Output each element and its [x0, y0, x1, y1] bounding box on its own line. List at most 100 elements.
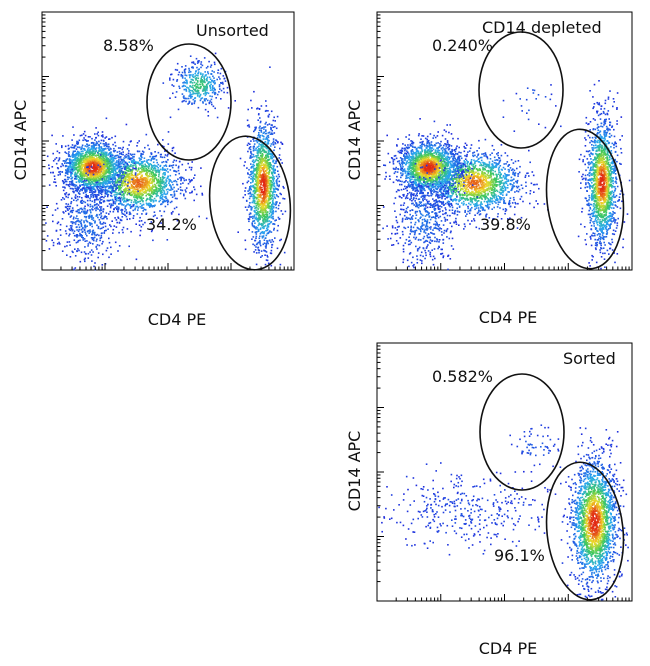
event-dot: [86, 240, 88, 242]
event-dot: [86, 171, 89, 173]
event-dot: [210, 81, 212, 84]
event-dot: [64, 206, 67, 208]
event-dot: [111, 195, 113, 198]
event-dot: [108, 213, 110, 215]
event-dot: [56, 207, 59, 210]
event-dot: [104, 164, 107, 167]
event-dot: [266, 211, 269, 213]
event-dot: [95, 166, 97, 169]
event-dot: [74, 178, 76, 180]
event-dot: [104, 195, 106, 197]
event-dot: [103, 196, 105, 199]
event-dot: [126, 173, 128, 176]
event-dot: [180, 75, 183, 77]
event-dot: [149, 193, 151, 195]
event-dot: [203, 85, 206, 88]
event-dot: [193, 188, 196, 191]
event-dot: [69, 256, 72, 258]
event-dot: [121, 216, 124, 218]
event-dot: [67, 209, 69, 211]
event-dot: [142, 197, 145, 199]
event-dot: [81, 134, 83, 137]
event-dot: [72, 146, 75, 149]
event-dot: [275, 127, 278, 130]
event-dot: [157, 190, 160, 192]
event-dot: [266, 229, 269, 232]
event-dot: [154, 184, 157, 186]
event-dot: [95, 127, 97, 129]
event-dot: [77, 160, 79, 163]
event-dot: [175, 170, 178, 173]
event-dot: [65, 159, 68, 162]
event-dot: [118, 192, 121, 194]
event-dot: [267, 223, 269, 226]
event-dot: [118, 203, 120, 205]
event-dot: [117, 147, 120, 149]
event-dot: [273, 165, 275, 167]
event-dot: [83, 155, 85, 157]
event-dot: [129, 176, 132, 179]
event-dot: [257, 165, 260, 167]
event-dot: [91, 181, 94, 184]
event-dot: [273, 177, 275, 180]
event-dot: [67, 170, 69, 172]
event-dot: [266, 254, 268, 257]
event-dot: [139, 216, 141, 219]
event-dot: [130, 201, 133, 204]
event-dot: [123, 197, 126, 199]
event-dot: [142, 193, 144, 196]
event-dot: [247, 142, 250, 145]
event-dot: [114, 149, 117, 152]
event-dot: [61, 163, 63, 165]
event-dot: [189, 94, 191, 96]
event-dot: [98, 244, 101, 247]
event-dot: [97, 160, 100, 163]
event-dot: [95, 163, 97, 165]
event-dot: [59, 229, 62, 231]
event-dot: [146, 169, 148, 171]
event-dot: [152, 215, 155, 218]
event-dot: [203, 87, 205, 90]
event-dot: [90, 187, 92, 189]
event-dot: [270, 185, 273, 188]
event-dot: [74, 255, 77, 257]
event-dot: [142, 200, 144, 202]
event-dot: [153, 167, 156, 170]
event-dot: [81, 168, 83, 170]
event-dot: [101, 131, 104, 133]
event-dot: [94, 160, 97, 163]
event-dot: [71, 225, 73, 227]
event-dot: [265, 121, 267, 124]
event-dot: [135, 162, 137, 165]
event-dot: [122, 226, 125, 229]
event-dot: [275, 219, 277, 221]
event-dot: [196, 66, 198, 69]
event-dot: [154, 191, 156, 193]
event-dot: [99, 142, 102, 145]
event-dot: [55, 230, 58, 232]
event-dot: [95, 195, 97, 197]
event-dot: [260, 209, 262, 211]
event-dot: [84, 161, 86, 163]
event-dot: [80, 163, 83, 166]
event-dot: [179, 186, 182, 189]
event-dot: [76, 250, 78, 252]
event-dot: [88, 147, 90, 149]
event-dot: [163, 172, 165, 174]
event-dot: [77, 186, 80, 189]
event-dot: [162, 181, 164, 183]
event-dot: [111, 220, 113, 222]
event-dot: [248, 189, 251, 191]
event-dot: [91, 205, 94, 208]
event-dot: [93, 265, 95, 268]
event-dot: [107, 147, 109, 150]
event-dot: [102, 180, 105, 183]
event-dot: [105, 186, 108, 188]
event-dot: [259, 160, 262, 162]
event-dot: [257, 249, 260, 251]
event-dot: [96, 233, 99, 236]
event-dot: [73, 239, 76, 241]
event-dot: [256, 227, 259, 229]
event-dot: [99, 197, 101, 199]
event-dot: [104, 192, 107, 195]
